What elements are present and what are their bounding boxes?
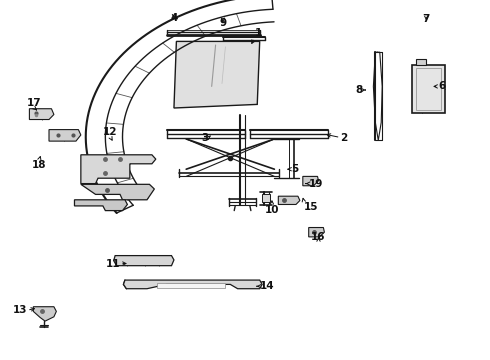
Text: 6: 6 (439, 81, 446, 91)
Polygon shape (309, 228, 324, 237)
Text: 19: 19 (309, 179, 323, 189)
Polygon shape (416, 59, 426, 65)
Text: 15: 15 (304, 202, 318, 212)
Text: 1: 1 (255, 28, 262, 38)
Text: 12: 12 (103, 127, 118, 137)
Polygon shape (278, 196, 300, 204)
Text: 16: 16 (311, 232, 326, 242)
Polygon shape (81, 184, 154, 200)
Text: 14: 14 (260, 281, 274, 291)
Text: 9: 9 (220, 18, 226, 28)
Polygon shape (74, 200, 127, 211)
Text: 17: 17 (27, 98, 42, 108)
Polygon shape (81, 155, 156, 184)
Text: 7: 7 (422, 14, 430, 24)
Text: 18: 18 (32, 160, 47, 170)
Polygon shape (33, 307, 56, 321)
Text: 10: 10 (265, 205, 279, 215)
Polygon shape (174, 41, 260, 108)
Polygon shape (303, 176, 318, 186)
Polygon shape (412, 65, 445, 113)
Text: 5: 5 (292, 164, 299, 174)
Text: 11: 11 (105, 258, 120, 269)
Text: 4: 4 (170, 13, 178, 23)
Polygon shape (29, 109, 54, 120)
Polygon shape (157, 283, 225, 288)
Polygon shape (123, 280, 262, 289)
Polygon shape (49, 130, 81, 141)
Text: 8: 8 (355, 85, 363, 95)
Text: 13: 13 (12, 305, 27, 315)
Text: 3: 3 (201, 132, 208, 143)
Text: 2: 2 (341, 132, 348, 143)
Polygon shape (114, 256, 174, 266)
Polygon shape (262, 194, 270, 202)
